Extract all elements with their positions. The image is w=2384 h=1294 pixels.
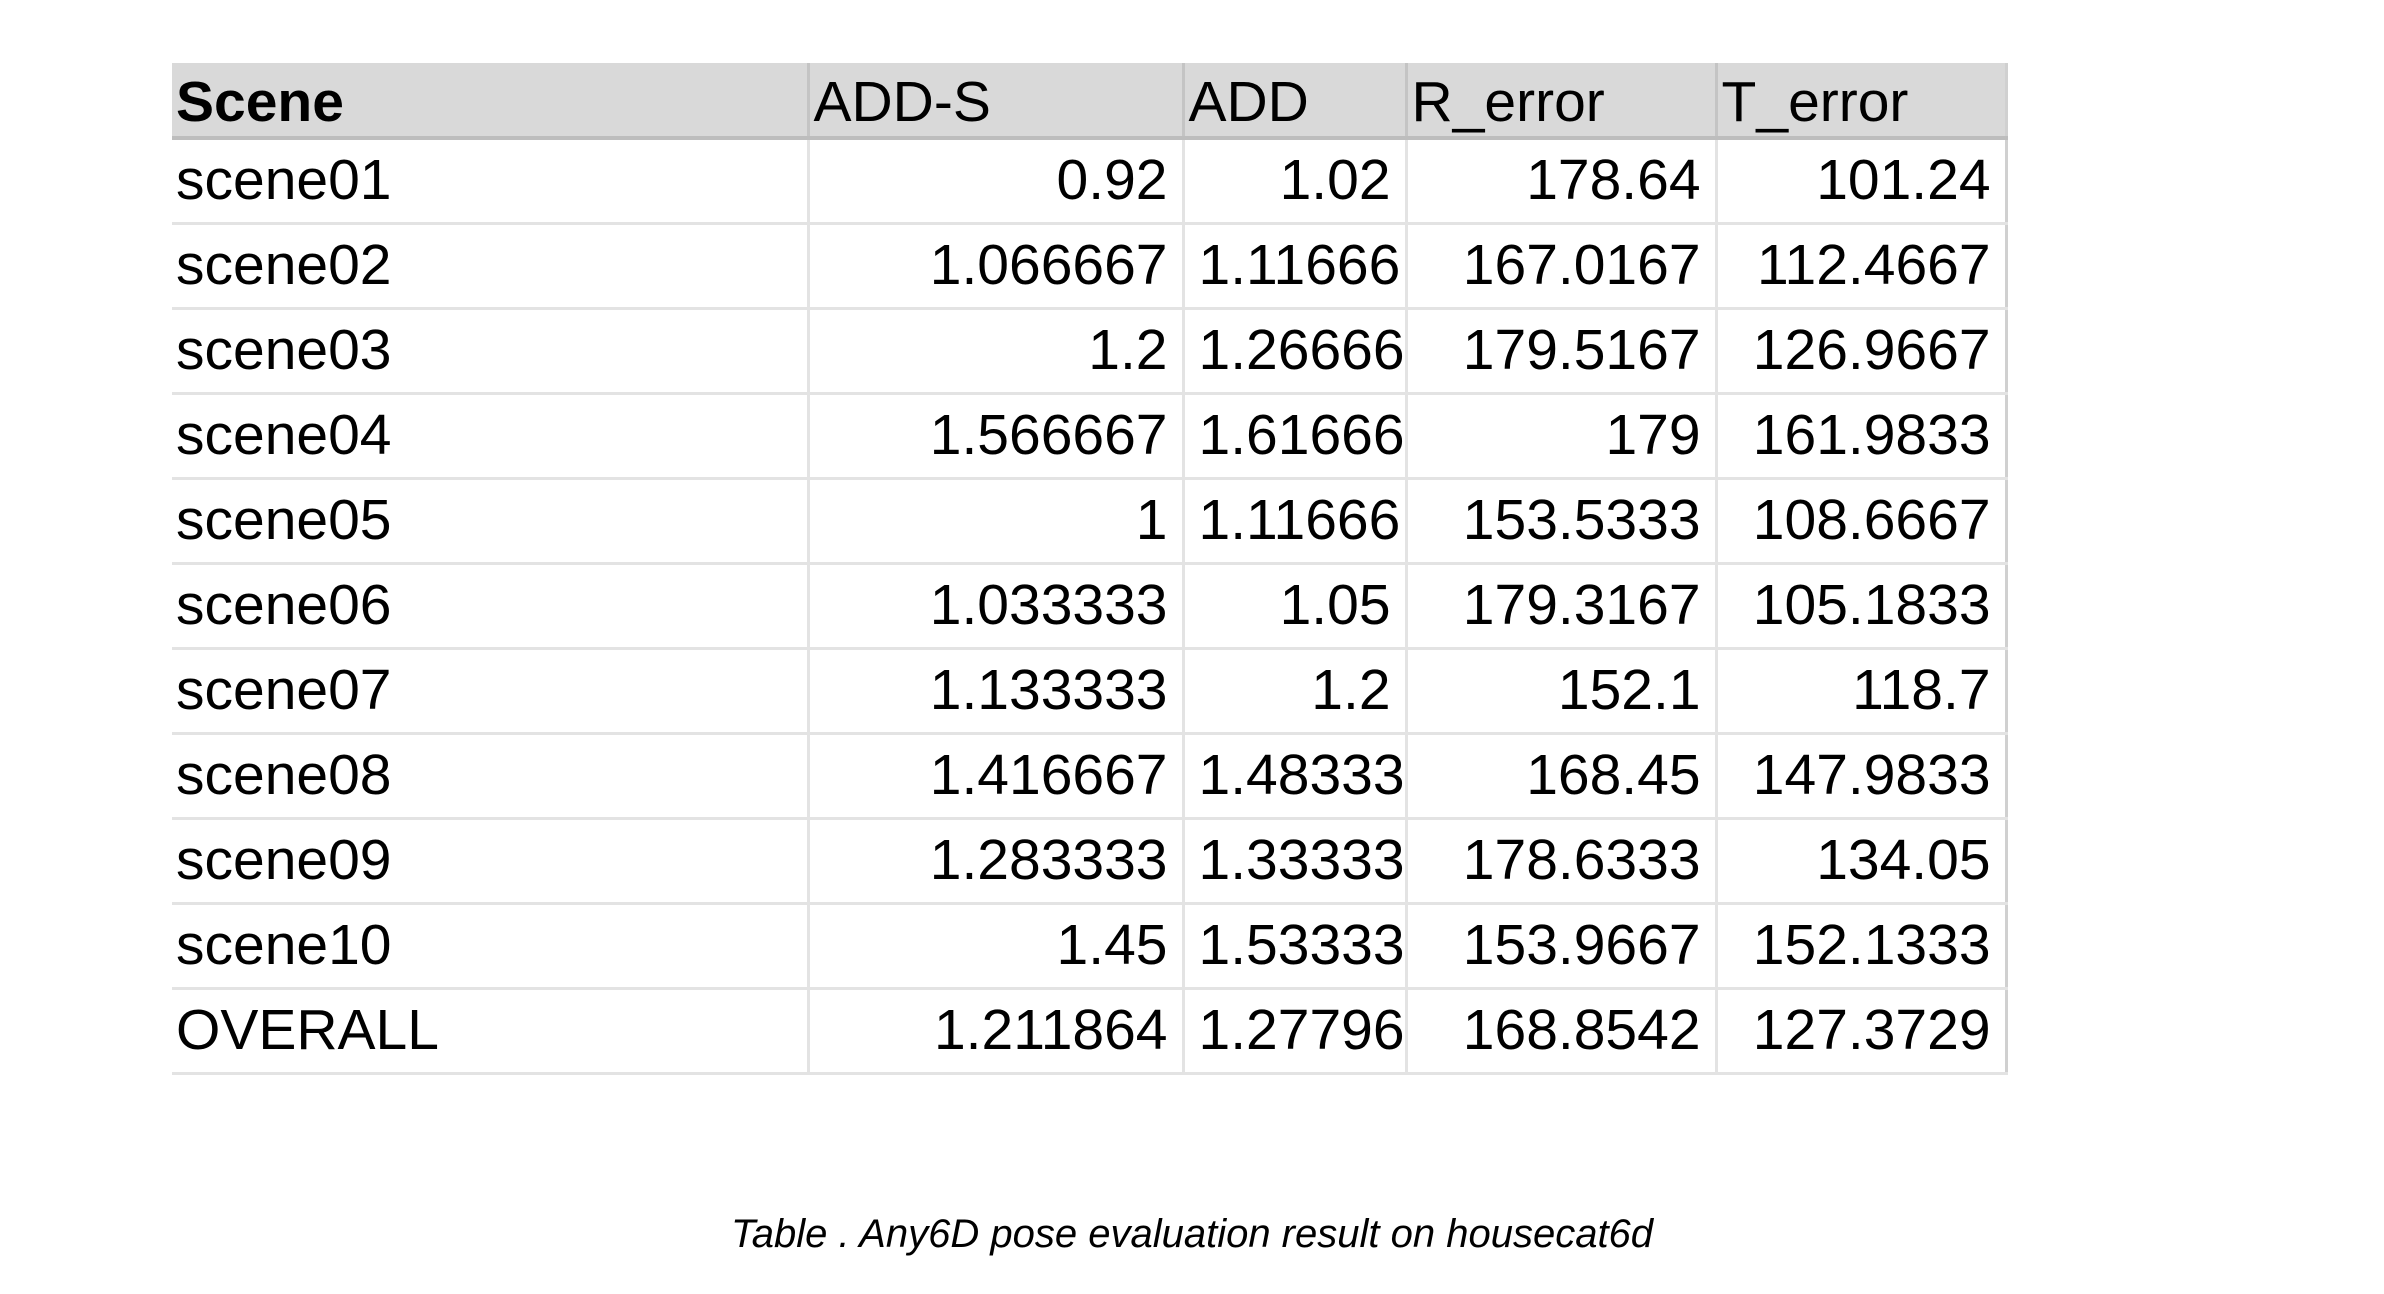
add-s-cell: 1.211864 xyxy=(808,988,1185,1075)
table-caption: Table . Any6D pose evaluation result on … xyxy=(730,1212,1654,1256)
r-error-cell: 168.8542 xyxy=(1406,988,1718,1075)
t-error-cell: 108.6667 xyxy=(1716,478,2008,565)
scene-cell: scene10 xyxy=(172,903,810,990)
scene-cell: OVERALL xyxy=(172,988,810,1075)
add-cell: 1.27796 xyxy=(1183,988,1408,1075)
add-s-cell: 0.92 xyxy=(808,138,1185,225)
header-add-s: ADD-S xyxy=(808,63,1185,140)
header-t-error: T_error xyxy=(1716,63,2008,140)
scene-cell: scene06 xyxy=(172,563,810,650)
r-error-cell: 167.0167 xyxy=(1406,223,1718,310)
add-cell: 1.48333 xyxy=(1183,733,1408,820)
table-row: scene04 1.566667 1.61666 179 161.9833 xyxy=(172,393,2008,480)
table-row: scene01 0.92 1.02 178.64 101.24 xyxy=(172,138,2008,225)
add-s-cell: 1.45 xyxy=(808,903,1185,990)
t-error-cell: 147.9833 xyxy=(1716,733,2008,820)
scene-cell: scene03 xyxy=(172,308,810,395)
add-s-cell: 1.033333 xyxy=(808,563,1185,650)
add-cell: 1.2 xyxy=(1183,648,1408,735)
scene-cell: scene02 xyxy=(172,223,810,310)
t-error-cell: 101.24 xyxy=(1716,138,2008,225)
add-s-cell: 1 xyxy=(808,478,1185,565)
table-row: scene09 1.283333 1.33333 178.6333 134.05 xyxy=(172,818,2008,905)
add-cell: 1.26666 xyxy=(1183,308,1408,395)
header-add: ADD xyxy=(1183,63,1408,140)
header-scene: Scene xyxy=(172,63,810,140)
t-error-cell: 127.3729 xyxy=(1716,988,2008,1075)
add-s-cell: 1.283333 xyxy=(808,818,1185,905)
add-cell: 1.33333 xyxy=(1183,818,1408,905)
add-s-cell: 1.2 xyxy=(808,308,1185,395)
r-error-cell: 178.64 xyxy=(1406,138,1718,225)
table-row-overall: OVERALL 1.211864 1.27796 168.8542 127.37… xyxy=(172,988,2008,1075)
scene-cell: scene07 xyxy=(172,648,810,735)
t-error-cell: 105.1833 xyxy=(1716,563,2008,650)
r-error-cell: 153.9667 xyxy=(1406,903,1718,990)
add-s-cell: 1.416667 xyxy=(808,733,1185,820)
t-error-cell: 118.7 xyxy=(1716,648,2008,735)
add-cell: 1.11666 xyxy=(1183,223,1408,310)
t-error-cell: 126.9667 xyxy=(1716,308,2008,395)
scene-cell: scene08 xyxy=(172,733,810,820)
scene-cell: scene01 xyxy=(172,138,810,225)
t-error-cell: 152.1333 xyxy=(1716,903,2008,990)
add-cell: 1.61666 xyxy=(1183,393,1408,480)
table-row: scene10 1.45 1.53333 153.9667 152.1333 xyxy=(172,903,2008,990)
t-error-cell: 161.9833 xyxy=(1716,393,2008,480)
table-row: scene03 1.2 1.26666 179.5167 126.9667 xyxy=(172,308,2008,395)
t-error-cell: 112.4667 xyxy=(1716,223,2008,310)
t-error-cell: 134.05 xyxy=(1716,818,2008,905)
table-row: scene05 1 1.11666 153.5333 108.6667 xyxy=(172,478,2008,565)
header-row: Scene ADD-S ADD R_error T_error xyxy=(172,63,2008,140)
add-s-cell: 1.066667 xyxy=(808,223,1185,310)
add-cell: 1.05 xyxy=(1183,563,1408,650)
results-table: Scene ADD-S ADD R_error T_error scene01 … xyxy=(172,63,2008,1075)
add-s-cell: 1.133333 xyxy=(808,648,1185,735)
r-error-cell: 152.1 xyxy=(1406,648,1718,735)
r-error-cell: 179 xyxy=(1406,393,1718,480)
r-error-cell: 179.3167 xyxy=(1406,563,1718,650)
add-cell: 1.02 xyxy=(1183,138,1408,225)
table-row: scene07 1.133333 1.2 152.1 118.7 xyxy=(172,648,2008,735)
r-error-cell: 178.6333 xyxy=(1406,818,1718,905)
add-cell: 1.11666 xyxy=(1183,478,1408,565)
table-row: scene02 1.066667 1.11666 167.0167 112.46… xyxy=(172,223,2008,310)
add-s-cell: 1.566667 xyxy=(808,393,1185,480)
r-error-cell: 179.5167 xyxy=(1406,308,1718,395)
add-cell: 1.53333 xyxy=(1183,903,1408,990)
r-error-cell: 153.5333 xyxy=(1406,478,1718,565)
table-row: scene08 1.416667 1.48333 168.45 147.9833 xyxy=(172,733,2008,820)
table-row: scene06 1.033333 1.05 179.3167 105.1833 xyxy=(172,563,2008,650)
header-r-error: R_error xyxy=(1406,63,1718,140)
r-error-cell: 168.45 xyxy=(1406,733,1718,820)
scene-cell: scene05 xyxy=(172,478,810,565)
scene-cell: scene09 xyxy=(172,818,810,905)
scene-cell: scene04 xyxy=(172,393,810,480)
